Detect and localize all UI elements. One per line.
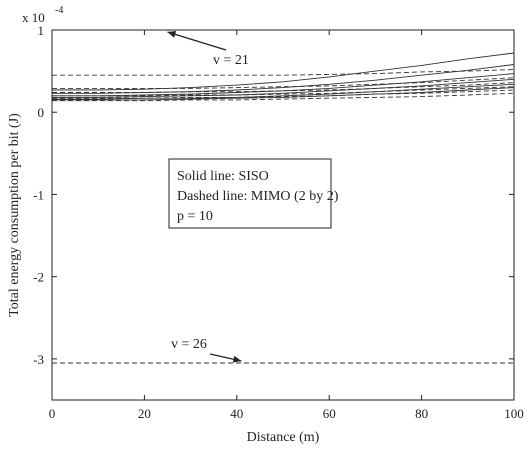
- series-line-1: [52, 52, 515, 91]
- x-tick-label-0: 0: [49, 406, 56, 421]
- y-tick-label-2: -1: [33, 187, 44, 202]
- axis-ticks: 0 20 40 60 80 100 -3 -2 -1 0 1: [33, 23, 524, 421]
- y-tick-label-3: 0: [38, 105, 45, 120]
- series-line-11: [52, 86, 515, 97]
- y-tick-label-0: -3: [33, 352, 44, 367]
- series-line-8: [52, 69, 515, 76]
- legend-frame: [168, 158, 332, 229]
- series-line-13: [52, 92, 515, 102]
- y-scale-label: x 10: [22, 10, 45, 25]
- legend-line-siso: Solid line: SISO: [177, 169, 269, 184]
- annotation-v26: v = 26: [171, 337, 207, 352]
- series-line-4: [52, 78, 515, 98]
- annotation-v21: v = 21: [213, 53, 249, 68]
- legend-box: Solid line: SISO Dashed line: MIMO (2 by…: [168, 158, 339, 229]
- series-line-6: [52, 87, 515, 101]
- series-line-9: [52, 77, 515, 89]
- x-tick-label-2: 40: [230, 406, 243, 421]
- x-tick-label-5: 100: [504, 406, 524, 421]
- legend-line-mimo: Dashed line: MIMO (2 by 2): [177, 189, 339, 204]
- x-tick-label-3: 60: [323, 406, 336, 421]
- y-axis-label: Total energy consumption per bit (J): [7, 113, 22, 317]
- y-tick-label-1: -2: [33, 270, 44, 285]
- series-line-12: [52, 89, 515, 99]
- x-tick-label-4: 80: [415, 406, 428, 421]
- annotation-arrow-v21: [167, 31, 227, 51]
- x-tick-label-1: 20: [138, 406, 151, 421]
- x-axis-label: Distance (m): [247, 430, 320, 445]
- y-scale-exponent: -4: [55, 5, 63, 16]
- legend-line-p: p = 10: [177, 209, 213, 224]
- series-line-10: [52, 82, 515, 93]
- annotation-arrowhead-v26: [232, 355, 242, 363]
- annotation-arrowhead-v21: [167, 31, 177, 38]
- y-tick-label-4: 1: [38, 23, 45, 38]
- plot-frame: [51, 29, 515, 401]
- series-line-3: [52, 73, 515, 97]
